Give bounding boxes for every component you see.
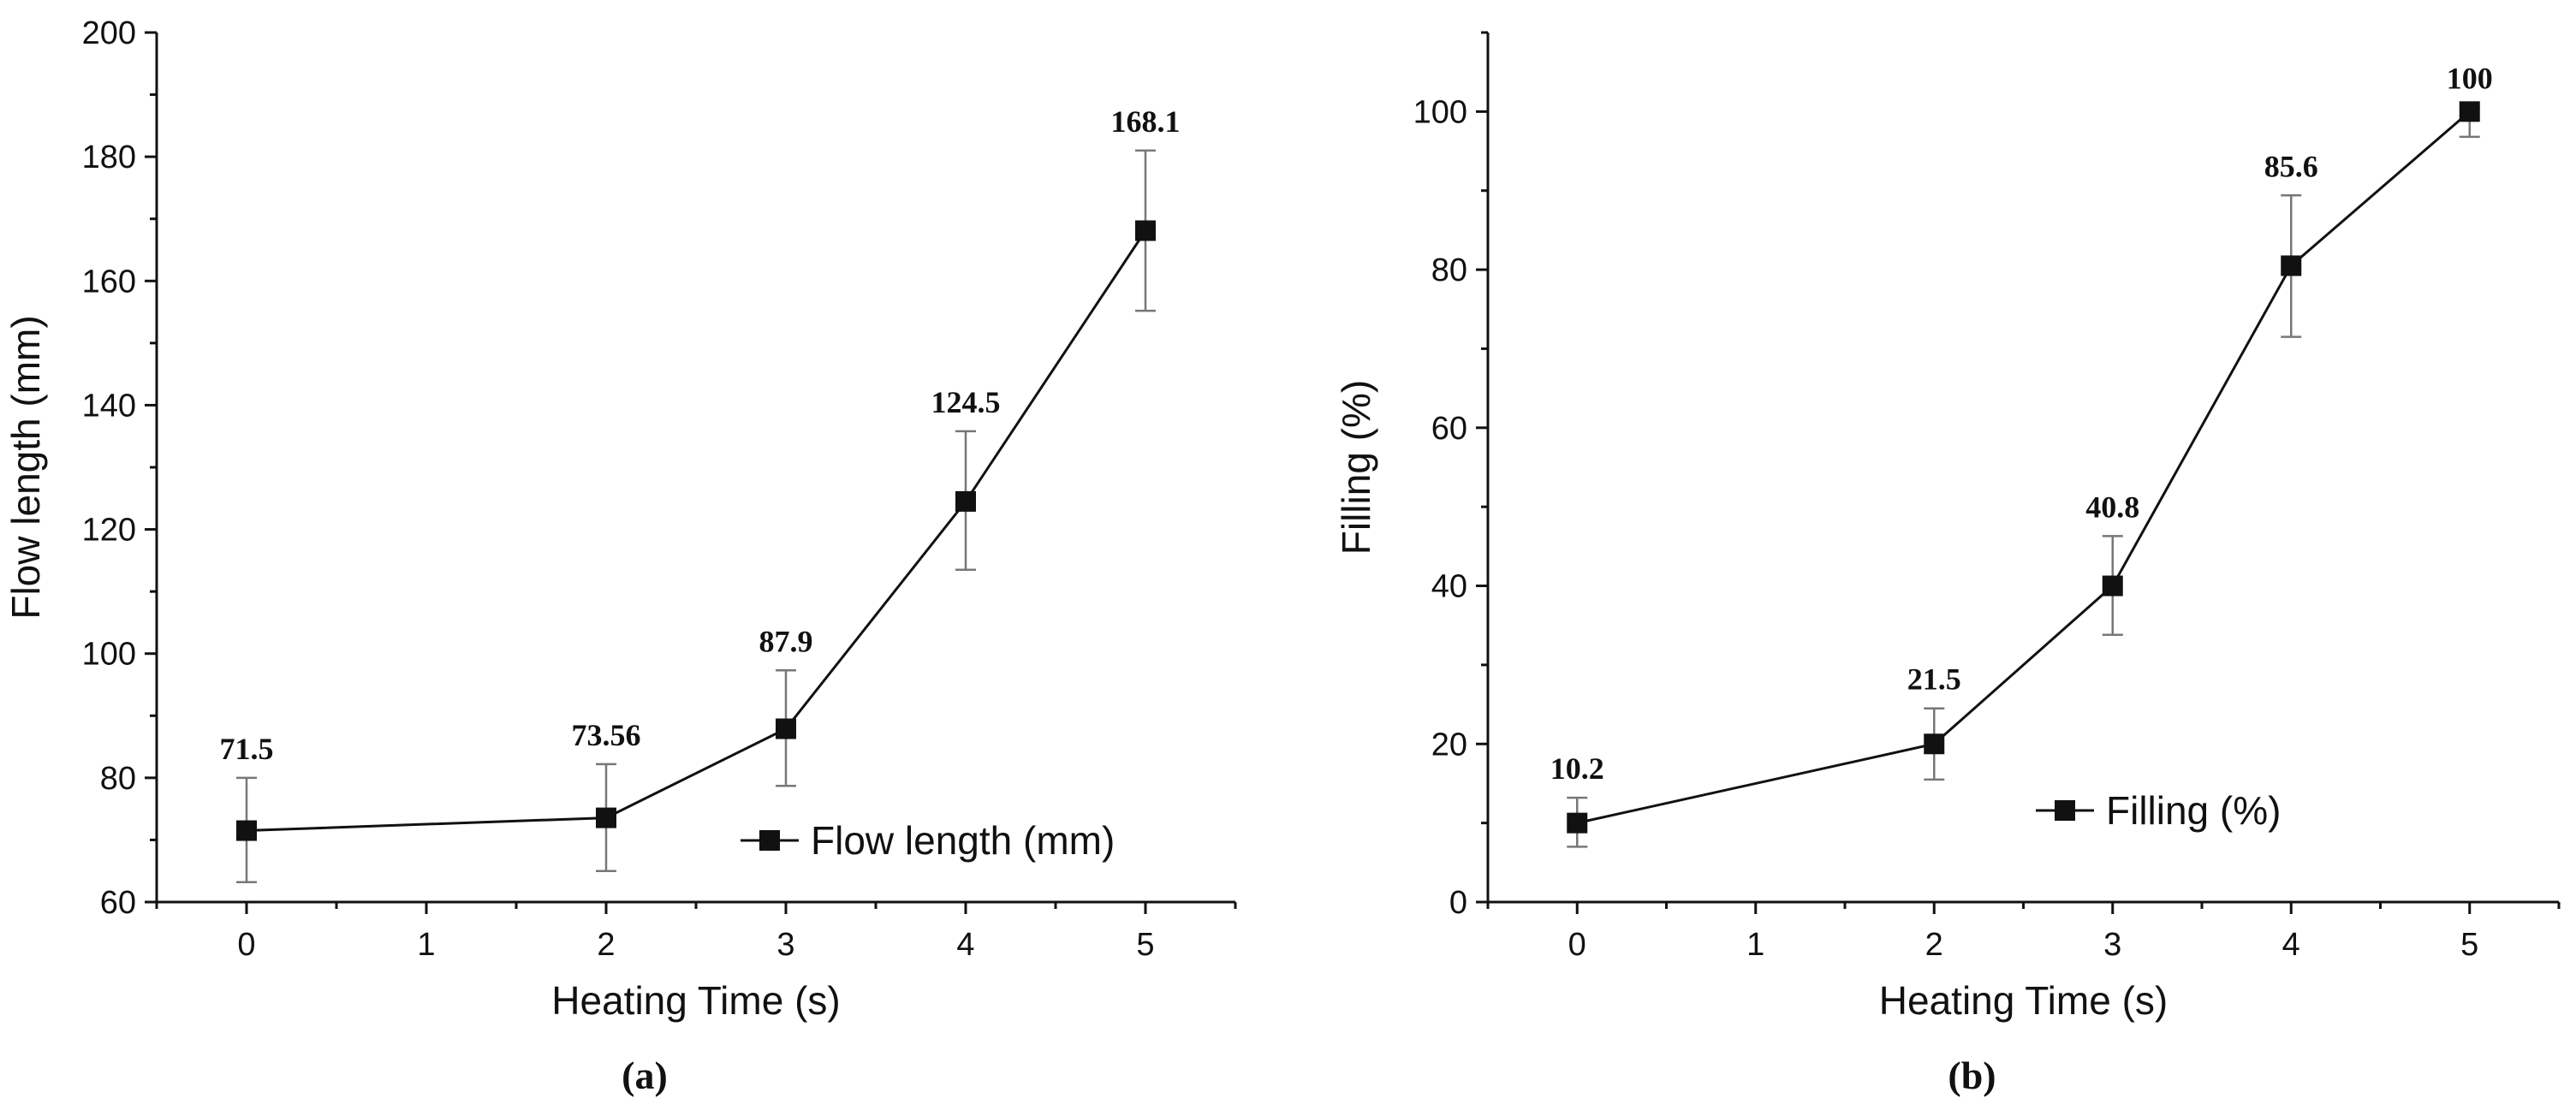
y-tick-label: 60 [1431, 411, 1467, 447]
x-tick-label: 2 [1925, 927, 1943, 963]
data-point [2459, 101, 2480, 122]
data-point [596, 807, 616, 828]
data-point [2102, 575, 2123, 597]
x-tick-label: 2 [597, 927, 615, 963]
data-label: 168.1 [1111, 104, 1181, 139]
data-label: 10.2 [1550, 751, 1604, 786]
data-label: 73.56 [572, 718, 641, 752]
y-tick-label: 100 [1413, 94, 1467, 130]
data-point [776, 718, 796, 739]
data-point [955, 490, 976, 512]
y-axis-title: Flow length (mm) [3, 315, 48, 619]
x-tick-label: 3 [776, 927, 794, 963]
y-tick-label: 200 [82, 15, 136, 51]
y-tick-label: 180 [82, 140, 136, 175]
x-tick-label: 5 [1136, 927, 1154, 963]
y-tick-label: 0 [1449, 885, 1467, 921]
x-tick-label: 5 [2460, 927, 2478, 963]
y-axis-title: Filling (%) [1334, 380, 1378, 555]
series-line [246, 229, 1147, 833]
legend-label: Filling (%) [2106, 788, 2281, 833]
y-tick-label: 20 [1431, 727, 1467, 763]
chart-panel-a: 60 80 100 120 140 160 180 200 0 1 2 3 4 5 Flow length … [3, 15, 1237, 1097]
data-label: 124.5 [931, 385, 1001, 419]
legend-marker [2055, 800, 2075, 821]
data-label: 21.5 [1907, 662, 1961, 697]
data-label: 40.8 [2085, 490, 2139, 524]
y-tick-label: 40 [1431, 569, 1467, 605]
data-point [236, 820, 257, 841]
y-tick-label: 120 [82, 513, 136, 549]
data-label: 87.9 [759, 624, 813, 658]
series-line [1576, 110, 2471, 825]
chart-panel-b: 0 20 40 60 80 100 0 1 2 3 4 5 Filling (%) Heating Tim… [1334, 31, 2561, 1097]
y-tick-label: 140 [82, 388, 136, 424]
x-tick-label: 1 [417, 927, 435, 963]
data-label: 85.6 [2264, 149, 2318, 183]
x-tick-label: 4 [956, 927, 974, 963]
x-tick-label: 0 [1568, 927, 1586, 963]
x-tick-label: 0 [237, 927, 255, 963]
data-label: 71.5 [220, 732, 274, 766]
data-point [2281, 255, 2302, 276]
x-axis-title: Heating Time (s) [551, 978, 840, 1023]
panel-label: (b) [1948, 1054, 1996, 1097]
x-tick-label: 3 [2103, 927, 2121, 963]
data-point [1567, 812, 1588, 834]
y-tick-label: 80 [100, 761, 136, 797]
y-tick-label: 60 [100, 885, 136, 921]
y-tick-label: 80 [1431, 252, 1467, 288]
y-tick-label: 100 [82, 637, 136, 673]
panel-label: (a) [622, 1054, 668, 1097]
x-tick-label: 1 [1746, 927, 1764, 963]
legend-marker [759, 830, 780, 851]
data-label: 100 [2447, 62, 2493, 96]
data-point [1924, 733, 1945, 755]
x-tick-label: 4 [2282, 927, 2300, 963]
y-tick-label: 160 [82, 264, 136, 300]
x-axis-title: Heating Time (s) [1879, 978, 2168, 1023]
legend-label: Flow length (mm) [811, 818, 1115, 863]
data-point [1135, 220, 1156, 241]
